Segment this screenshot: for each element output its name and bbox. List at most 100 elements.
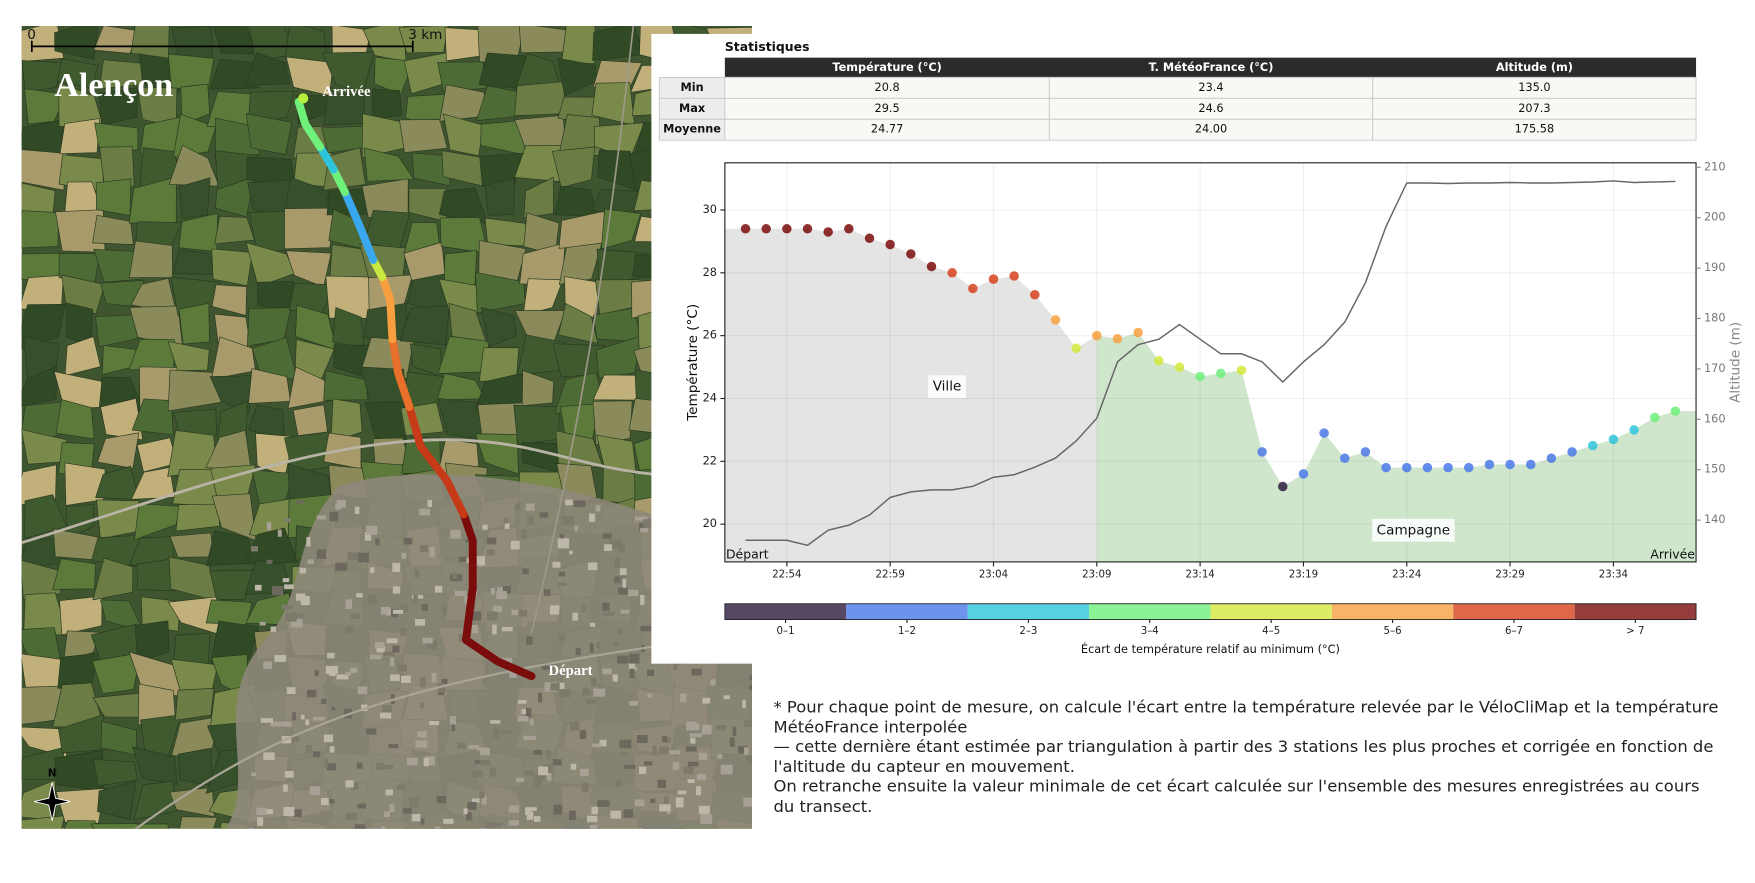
- x-tick-label: 23:24: [1392, 569, 1421, 580]
- temperature-point: [1236, 365, 1247, 375]
- map-field: [92, 214, 134, 245]
- map-building: [596, 641, 600, 649]
- map-building: [586, 699, 597, 705]
- map-field: [167, 369, 222, 412]
- map-building: [316, 515, 327, 520]
- map-building: [690, 737, 696, 744]
- map-field: [99, 59, 143, 90]
- map-building: [723, 695, 730, 700]
- map-building: [593, 688, 606, 697]
- x-tick-label: 23:34: [1599, 569, 1628, 580]
- map-building: [424, 756, 436, 766]
- map-building: [368, 595, 377, 605]
- map-building: [550, 683, 560, 691]
- map-building: [612, 674, 618, 682]
- stats-table: Statistiques Température (°C) T. MétéoFra…: [658, 39, 1697, 141]
- map-building: [559, 534, 564, 539]
- map-building: [720, 764, 733, 775]
- map-building: [451, 722, 456, 732]
- map-building: [685, 746, 697, 752]
- map-building: [638, 522, 646, 532]
- note-line: On retranche ensuite la valeur minimale …: [773, 777, 1700, 816]
- y-tick-label: 24: [703, 391, 717, 404]
- plot-frame: [724, 162, 1697, 563]
- region-fill: [1096, 332, 1697, 562]
- altitude-line: [745, 180, 1676, 547]
- map-field: [178, 302, 210, 345]
- map-building: [285, 612, 297, 622]
- map-building: [595, 505, 601, 512]
- map-building: [392, 609, 404, 614]
- map-building: [251, 772, 256, 777]
- map-field: [558, 242, 603, 285]
- map-field: [323, 147, 366, 191]
- map-building: [702, 697, 711, 704]
- map-building: [659, 746, 669, 754]
- map-building: [274, 655, 287, 662]
- map-building: [683, 766, 694, 774]
- colorbar-segment: [1453, 603, 1575, 620]
- map-building: [423, 757, 430, 767]
- map-building: [321, 798, 329, 806]
- map-building: [277, 529, 282, 537]
- map-building: [749, 675, 753, 681]
- map-building: [581, 605, 586, 613]
- map-building: [675, 797, 684, 808]
- map-field: [209, 569, 255, 601]
- y-tick-label: 30: [703, 203, 717, 216]
- map-building: [657, 779, 667, 789]
- map-building: [745, 755, 753, 764]
- map-field: [399, 119, 448, 153]
- map-building: [552, 759, 562, 766]
- map-building: [401, 552, 406, 559]
- map-building: [525, 807, 537, 811]
- map-building: [614, 780, 623, 787]
- map-building: [283, 784, 288, 792]
- map-building: [610, 810, 621, 819]
- map-building: [514, 503, 521, 511]
- temperature-point: [782, 224, 792, 234]
- map-building: [588, 513, 596, 522]
- map-building: [589, 643, 594, 653]
- map-building: [628, 663, 636, 670]
- map-building: [305, 745, 312, 753]
- map-building: [553, 804, 563, 815]
- map-building: [345, 672, 352, 676]
- map-building: [429, 546, 435, 558]
- map-field: [245, 113, 293, 156]
- map-building: [441, 678, 448, 687]
- map-building: [569, 722, 580, 731]
- map-building: [383, 651, 395, 657]
- map-building: [604, 544, 612, 552]
- map-building: [266, 809, 273, 815]
- map-field: [523, 176, 554, 219]
- map-field: [325, 275, 374, 319]
- end-label: Arrivée: [1650, 547, 1695, 562]
- table-title: Statistiques: [725, 39, 810, 54]
- map-field: [55, 399, 95, 440]
- map-building: [257, 817, 264, 826]
- map-building: [437, 690, 445, 696]
- map-building: [266, 521, 272, 531]
- map-field: [21, 210, 59, 249]
- map-building: [729, 737, 735, 747]
- temperature-point: [1030, 290, 1040, 300]
- note-line: * Pour chaque point de mesure, on calcul…: [773, 698, 1719, 737]
- temperature-point: [926, 261, 937, 272]
- compass-north: N: [48, 768, 57, 779]
- map-building: [687, 779, 695, 783]
- map-building: [634, 799, 645, 807]
- map-field: [330, 398, 363, 443]
- map-field: [134, 620, 170, 663]
- temperature-point: [1381, 462, 1391, 473]
- map-field: [484, 177, 515, 216]
- y-tick-label: 28: [703, 266, 717, 279]
- table-header: T. MétéoFrance (°C): [1149, 61, 1274, 74]
- map-building: [698, 805, 710, 814]
- map-building: [415, 619, 426, 626]
- map-building: [431, 673, 437, 683]
- map-building: [314, 670, 319, 677]
- map-building: [270, 721, 283, 727]
- map-building: [482, 524, 488, 530]
- temperature-point: [1402, 462, 1412, 473]
